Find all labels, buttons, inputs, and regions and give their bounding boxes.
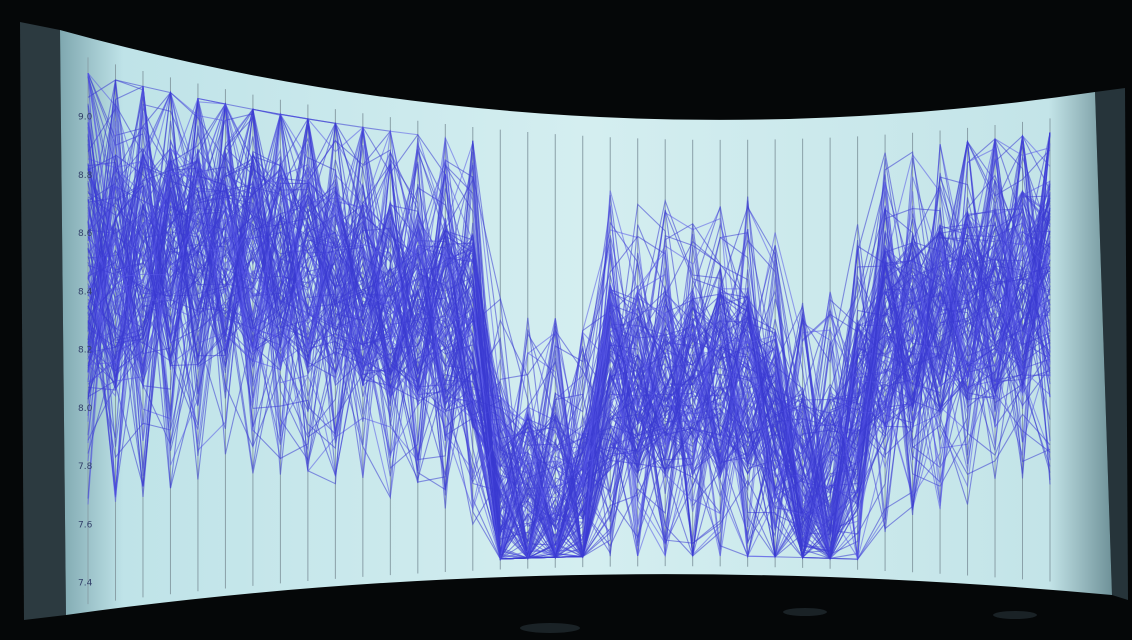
tick-label: 7.8 xyxy=(78,462,93,472)
tick-label: 8.6 xyxy=(78,229,93,239)
tick-label: 7.4 xyxy=(78,579,93,589)
page: 9.08.88.68.48.28.07.87.67.4 (() => { con… xyxy=(0,0,1132,640)
tick-label: 9.0 xyxy=(78,113,93,123)
tick-label: 8.0 xyxy=(78,404,93,414)
left-wall xyxy=(20,22,66,620)
tick-label: 8.2 xyxy=(78,346,92,356)
floor-light xyxy=(783,608,827,616)
tick-label: 7.6 xyxy=(78,520,93,530)
floor-light xyxy=(520,623,580,633)
photo: 9.0 8.8 8.6 8.4 8.2 8.0 7.8 7.6 7.4 xyxy=(0,0,1132,640)
tick-label: 8.8 xyxy=(78,171,93,181)
floor-light xyxy=(993,611,1037,619)
tick-label: 8.4 xyxy=(78,287,93,297)
